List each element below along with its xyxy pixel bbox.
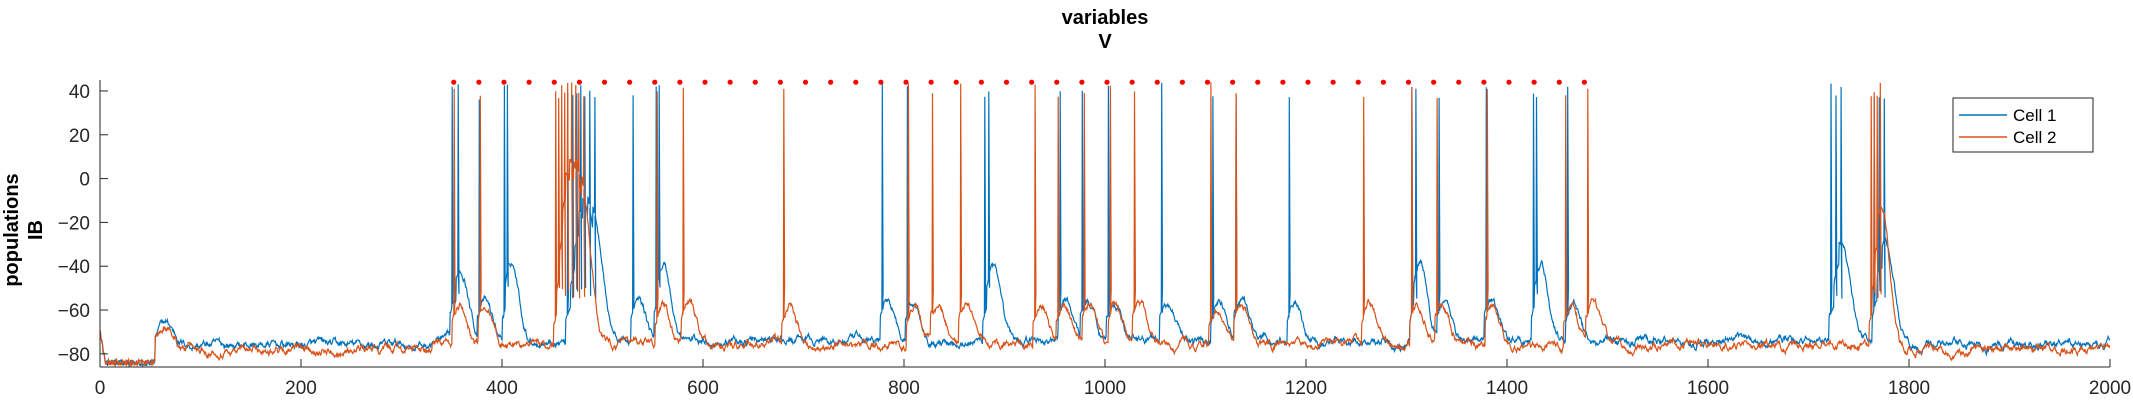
x-tick-label: 0 xyxy=(95,378,106,399)
y-axis-label: populations IB xyxy=(1,173,47,286)
spike-marker xyxy=(1355,79,1361,85)
spike-marker xyxy=(878,79,884,85)
spike-marker xyxy=(1104,79,1110,85)
y-tick-label: −20 xyxy=(58,213,90,234)
spike-marker xyxy=(1330,79,1336,85)
spike-marker xyxy=(1581,79,1587,85)
spike-marker xyxy=(828,79,834,85)
spike-marker xyxy=(1506,79,1512,85)
y-tick-label: 0 xyxy=(79,170,90,191)
spike-marker xyxy=(451,79,457,85)
spike-marker xyxy=(953,79,959,85)
spike-marker xyxy=(1003,79,1010,85)
spike-marker xyxy=(978,79,984,85)
spike-marker xyxy=(1405,79,1412,85)
title-line: V xyxy=(1098,31,1112,53)
spike-marker xyxy=(1029,79,1035,85)
spike-marker xyxy=(903,79,909,85)
spike-marker xyxy=(551,79,557,85)
ylabel-line: IB xyxy=(25,220,47,240)
spike-marker xyxy=(576,79,582,85)
spike-marker xyxy=(1129,79,1135,85)
series-line-2 xyxy=(100,82,2110,367)
title-line: variables xyxy=(1062,7,1149,29)
x-tick-label: 800 xyxy=(888,378,920,399)
y-tick-label: −60 xyxy=(58,301,90,322)
spike-marker xyxy=(752,79,758,85)
spike-marker xyxy=(652,79,658,85)
legend-label: Cell 1 xyxy=(2013,106,2056,125)
legend-label: Cell 2 xyxy=(2013,128,2056,147)
spike-marker xyxy=(777,79,783,85)
spike-marker xyxy=(1255,79,1261,85)
spike-marker xyxy=(476,79,482,85)
spike-marker xyxy=(1054,79,1060,85)
spike-marker xyxy=(853,79,859,85)
spike-marker xyxy=(1481,79,1487,85)
spike-marker xyxy=(727,79,733,85)
spike-marker xyxy=(627,79,633,85)
x-tick-label: 400 xyxy=(486,378,518,399)
axes: 0 200 400 600 800 1000 1200 1400 1600 1800 2000−80… xyxy=(58,80,2131,399)
plot-area xyxy=(100,79,2110,367)
spike-marker xyxy=(1531,79,1537,85)
x-tick-label: 600 xyxy=(687,378,719,399)
x-tick-label: 2000 xyxy=(2089,378,2131,399)
spike-marker xyxy=(1179,79,1185,85)
x-tick-label: 1200 xyxy=(1285,378,1327,399)
y-tick-label: 40 xyxy=(69,82,90,103)
spike-marker xyxy=(1154,79,1160,85)
spike-marker xyxy=(1556,79,1562,85)
spike-marker xyxy=(1456,79,1462,85)
legend: Cell 1 Cell 2 xyxy=(1952,97,2094,153)
spike-marker xyxy=(501,79,507,85)
ylabel-line: populations xyxy=(1,173,23,286)
spike-marker xyxy=(677,79,683,85)
x-tick-label: 1000 xyxy=(1084,378,1126,399)
spike-marker xyxy=(1305,79,1311,85)
spike-marker xyxy=(1280,79,1286,85)
legend-box xyxy=(1952,97,2094,153)
spike-marker xyxy=(702,79,708,85)
series-line-1 xyxy=(100,82,2110,367)
x-tick-label: 1800 xyxy=(1888,378,1930,399)
spike-marker xyxy=(1380,79,1386,85)
y-tick-label: −80 xyxy=(58,345,90,366)
spike-marker xyxy=(1079,79,1085,85)
y-tick-label: −40 xyxy=(58,257,90,278)
spike-marker xyxy=(1431,79,1437,85)
x-tick-label: 1600 xyxy=(1687,378,1729,399)
y-tick-label: 20 xyxy=(69,126,90,147)
spike-marker xyxy=(1204,79,1211,85)
spike-marker xyxy=(601,79,608,85)
spike-marker xyxy=(526,79,532,85)
spike-marker xyxy=(1230,79,1236,85)
spike-marker xyxy=(802,79,809,85)
x-tick-label: 200 xyxy=(285,378,317,399)
spike-marker xyxy=(928,79,934,85)
x-tick-label: 1400 xyxy=(1486,378,1528,399)
